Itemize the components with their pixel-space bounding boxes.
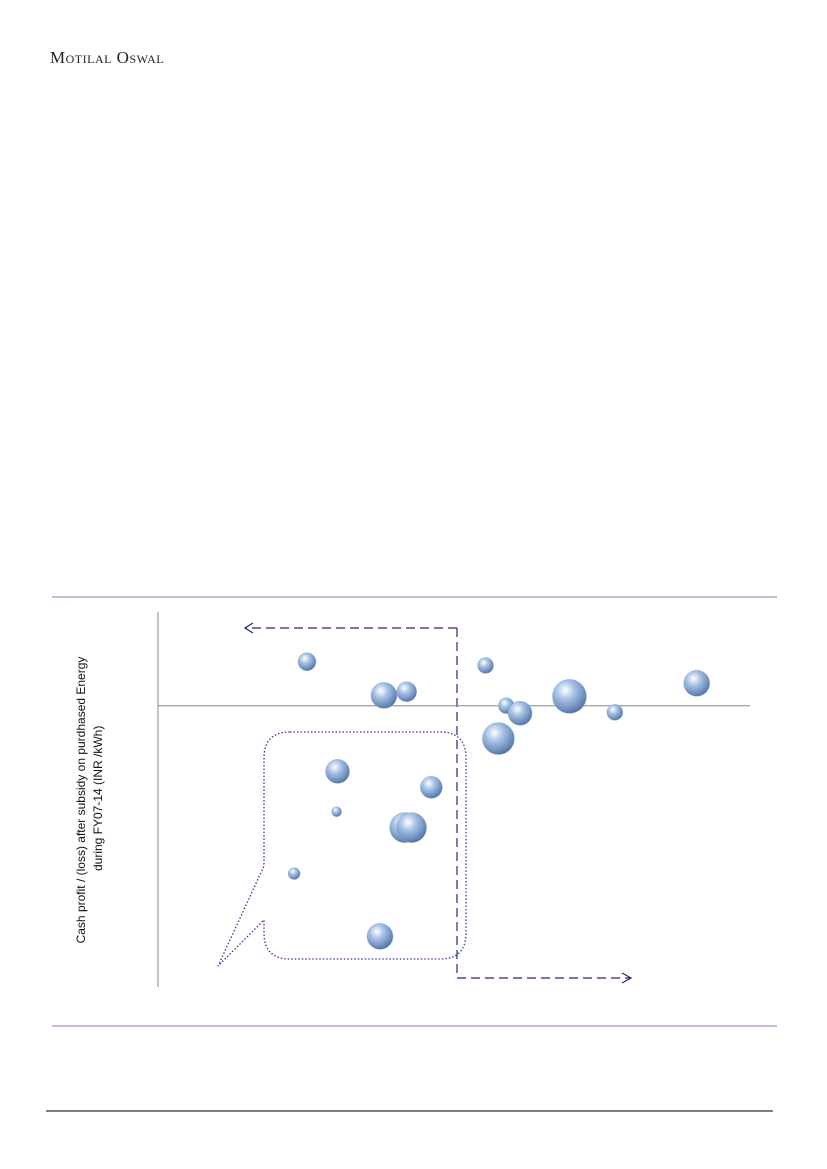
bubble — [325, 759, 350, 784]
bubble — [420, 776, 443, 799]
bubble — [366, 923, 394, 950]
bubble — [370, 682, 398, 709]
bubble — [331, 806, 342, 817]
bubble — [482, 722, 515, 755]
bubble — [287, 867, 301, 880]
callout — [217, 731, 467, 967]
bubble — [297, 652, 317, 671]
bubble — [552, 679, 587, 714]
brand: Motilal Oswal — [50, 48, 165, 67]
bubble — [477, 657, 494, 674]
divider — [456, 628, 630, 979]
arrow-head — [243, 622, 254, 634]
bubble — [507, 701, 533, 726]
bubble — [396, 812, 427, 843]
bubble — [683, 670, 710, 697]
y-axis-label: Cash profit / (loss) after subsidy on pu… — [74, 657, 105, 944]
bubble — [396, 681, 417, 702]
bubble — [606, 704, 624, 721]
arrow-head — [621, 972, 633, 984]
